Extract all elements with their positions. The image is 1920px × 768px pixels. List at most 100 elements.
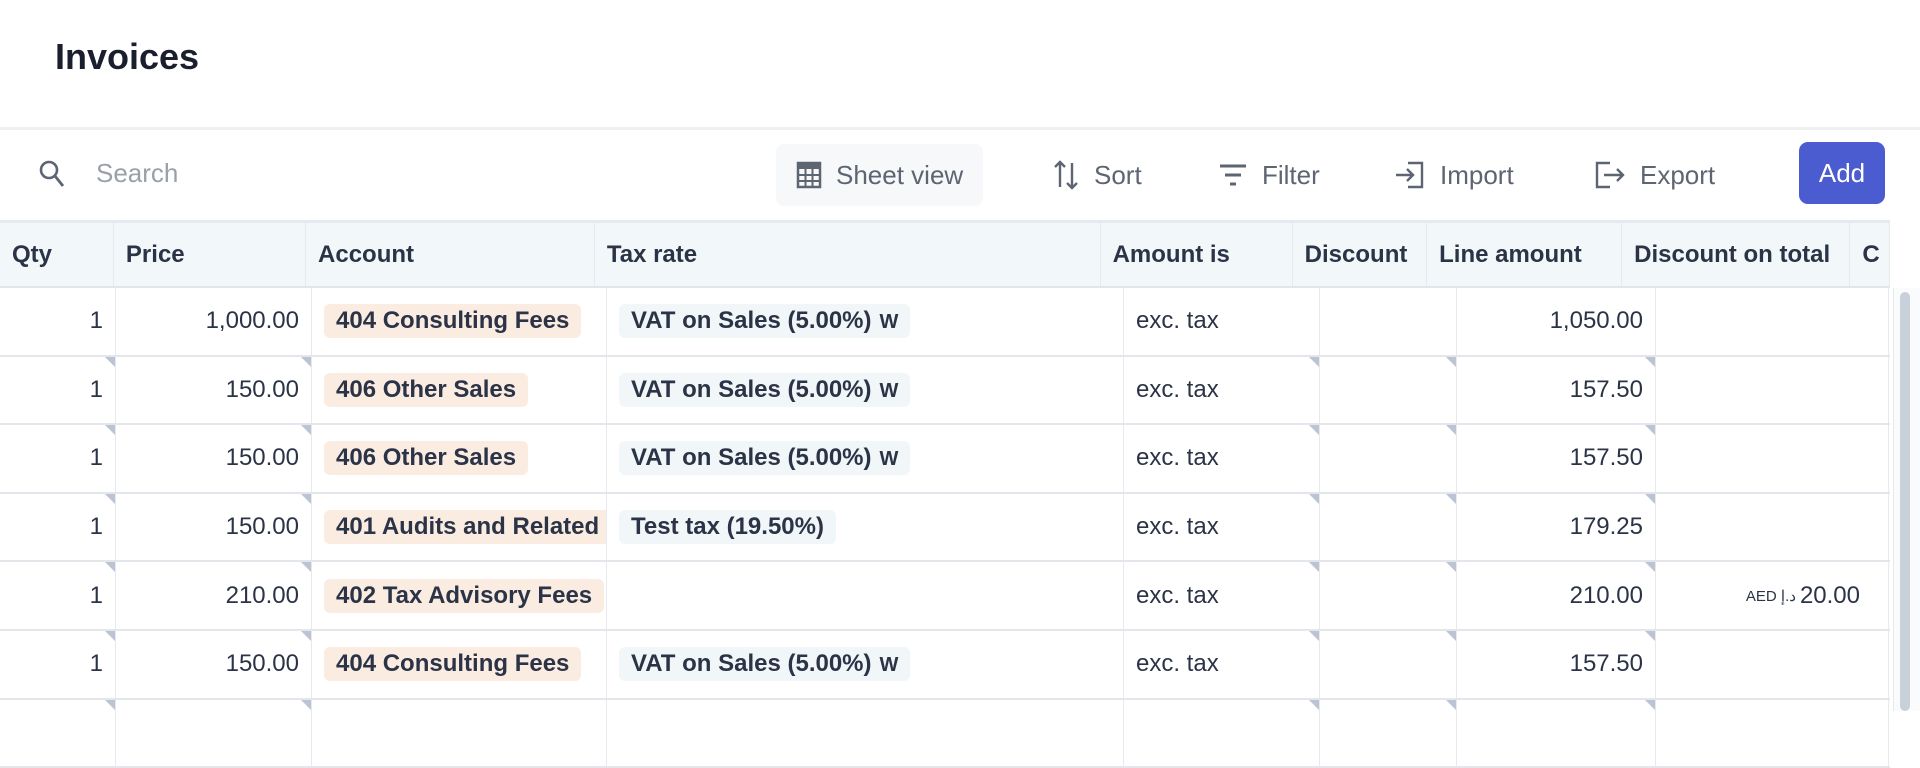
cell-price[interactable]: [116, 699, 312, 767]
cell-marker: [1645, 562, 1655, 573]
cell-tax-rate[interactable]: VAT on Sales (5.00%) W: [607, 425, 1124, 492]
cell-amount-is[interactable]: exc. tax: [1124, 493, 1320, 561]
cell-marker: [105, 493, 115, 504]
cell-line-amount[interactable]: 157.50: [1457, 630, 1656, 698]
table-row: 1 150.00 406 Other Sales VAT on Sales (5.00…: [0, 425, 1890, 494]
cell-amount-is[interactable]: exc. tax: [1124, 562, 1320, 629]
cell-tax-rate[interactable]: [607, 699, 1124, 767]
column-header-account[interactable]: Account: [306, 223, 595, 286]
cell-price[interactable]: 150.00: [116, 425, 312, 492]
cell-price[interactable]: 210.00: [116, 562, 312, 629]
w-logo-icon: W: [879, 379, 899, 402]
cell-price[interactable]: 150.00: [116, 630, 312, 698]
cell-tax-rate[interactable]: VAT on Sales (5.00%) W: [607, 288, 1124, 355]
cell-tax-rate[interactable]: [607, 562, 1124, 629]
cell-qty[interactable]: 1: [0, 562, 116, 629]
cell-qty[interactable]: [0, 699, 116, 767]
cell-qty[interactable]: 1: [0, 493, 116, 561]
filter-button[interactable]: Filter: [1198, 144, 1340, 206]
table-row: 1 150.00 406 Other Sales VAT on Sales (5.00…: [0, 356, 1890, 426]
cell-discount-on-total[interactable]: AED د.إ 20.00: [1656, 562, 1889, 629]
cell-line-amount[interactable]: 179.25: [1457, 493, 1656, 561]
vertical-scrollbar[interactable]: [1900, 292, 1910, 711]
cell-tax-rate[interactable]: VAT on Sales (5.00%) W: [607, 356, 1124, 424]
cell-account[interactable]: 404 Consulting Fees: [312, 288, 607, 355]
tax-rate-tag: VAT on Sales (5.00%) W: [619, 372, 911, 407]
column-header-c[interactable]: C: [1850, 223, 1891, 286]
cell-amount-is[interactable]: exc. tax: [1124, 356, 1320, 424]
cell-marker: [1446, 699, 1456, 710]
search-input[interactable]: Search: [38, 158, 178, 189]
filter-label: Filter: [1262, 159, 1320, 190]
cell-price[interactable]: 1,000.00: [116, 288, 312, 355]
table-row: 1 150.00 401 Audits and Related Test tax (1…: [0, 493, 1890, 563]
column-header-discount[interactable]: Discount: [1293, 223, 1428, 286]
cell-discount-on-total[interactable]: [1656, 356, 1889, 424]
cell-tax-rate[interactable]: VAT on Sales (5.00%) W: [607, 630, 1124, 698]
table-row: 1 150.00 404 Consulting Fees VAT on Sales (…: [0, 630, 1890, 700]
column-header-tax-rate[interactable]: Tax rate: [595, 223, 1101, 286]
cell-account[interactable]: 402 Tax Advisory Fees: [312, 562, 607, 629]
cell-amount-is[interactable]: [1124, 699, 1320, 767]
column-header-line-amount[interactable]: Line amount: [1427, 223, 1623, 286]
cell-marker: [1309, 699, 1319, 710]
cell-account[interactable]: [312, 699, 607, 767]
cell-account[interactable]: 406 Other Sales: [312, 356, 607, 424]
table-row: 1 210.00 402 Tax Advisory Fees exc. tax 210.…: [0, 562, 1890, 631]
sort-label: Sort: [1094, 159, 1142, 190]
cell-discount[interactable]: [1320, 562, 1457, 629]
cell-amount-is[interactable]: exc. tax: [1124, 630, 1320, 698]
import-label: Import: [1440, 159, 1514, 190]
import-icon: [1396, 161, 1424, 189]
cell-discount-on-total[interactable]: [1656, 425, 1889, 492]
cell-marker: [1446, 493, 1456, 504]
cell-amount-is[interactable]: exc. tax: [1124, 288, 1320, 355]
add-button[interactable]: Add: [1799, 142, 1885, 204]
cell-discount-on-total[interactable]: [1656, 288, 1889, 355]
cell-discount[interactable]: [1320, 288, 1457, 355]
cell-discount[interactable]: [1320, 699, 1457, 767]
cell-account[interactable]: 406 Other Sales: [312, 425, 607, 492]
cell-discount[interactable]: [1320, 630, 1457, 698]
cell-discount-on-total[interactable]: [1656, 699, 1889, 767]
cell-discount-on-total[interactable]: [1656, 630, 1889, 698]
cell-qty[interactable]: 1: [0, 356, 116, 424]
cell-line-amount[interactable]: 210.00: [1457, 562, 1656, 629]
import-button[interactable]: Import: [1374, 144, 1534, 206]
cell-discount[interactable]: [1320, 425, 1457, 492]
cell-discount[interactable]: [1320, 356, 1457, 424]
tax-rate-tag: VAT on Sales (5.00%) W: [619, 441, 911, 476]
cell-line-amount[interactable]: 157.50: [1457, 356, 1656, 424]
cell-tax-rate[interactable]: Test tax (19.50%): [607, 493, 1124, 561]
cell-discount[interactable]: [1320, 493, 1457, 561]
column-header-discount-on-total[interactable]: Discount on total: [1622, 223, 1851, 286]
cell-qty[interactable]: 1: [0, 630, 116, 698]
cell-amount-is[interactable]: exc. tax: [1124, 425, 1320, 492]
cell-price[interactable]: 150.00: [116, 356, 312, 424]
sort-button[interactable]: Sort: [1032, 144, 1162, 206]
divider: [0, 127, 1920, 130]
column-header-price[interactable]: Price: [114, 223, 307, 286]
cell-marker: [1309, 493, 1319, 504]
table-header: Qty Price Account Tax rate Amount is Discount…: [0, 220, 1891, 288]
cell-line-amount[interactable]: 1,050.00: [1457, 288, 1656, 355]
export-icon: [1595, 161, 1625, 189]
cell-marker: [105, 699, 115, 710]
cell-account[interactable]: 404 Consulting Fees: [312, 630, 607, 698]
column-header-amount-is[interactable]: Amount is: [1101, 223, 1293, 286]
toolbar: Search Sheet view Sort Filter Import Exp…: [0, 130, 1920, 220]
cell-line-amount[interactable]: [1457, 699, 1656, 767]
discount-total-value: 20.00: [1799, 581, 1860, 609]
export-label: Export: [1640, 159, 1716, 190]
sheet-view-button[interactable]: Sheet view: [776, 144, 984, 206]
cell-marker: [1645, 493, 1655, 504]
cell-line-amount[interactable]: 157.50: [1457, 425, 1656, 492]
column-header-qty[interactable]: Qty: [0, 223, 114, 286]
account-tag: 401 Audits and Related: [324, 510, 606, 545]
cell-account[interactable]: 401 Audits and Related: [312, 493, 607, 561]
cell-qty[interactable]: 1: [0, 288, 116, 355]
cell-qty[interactable]: 1: [0, 425, 116, 492]
cell-discount-on-total[interactable]: [1656, 493, 1889, 561]
cell-price[interactable]: 150.00: [116, 493, 312, 561]
export-button[interactable]: Export: [1574, 144, 1735, 206]
